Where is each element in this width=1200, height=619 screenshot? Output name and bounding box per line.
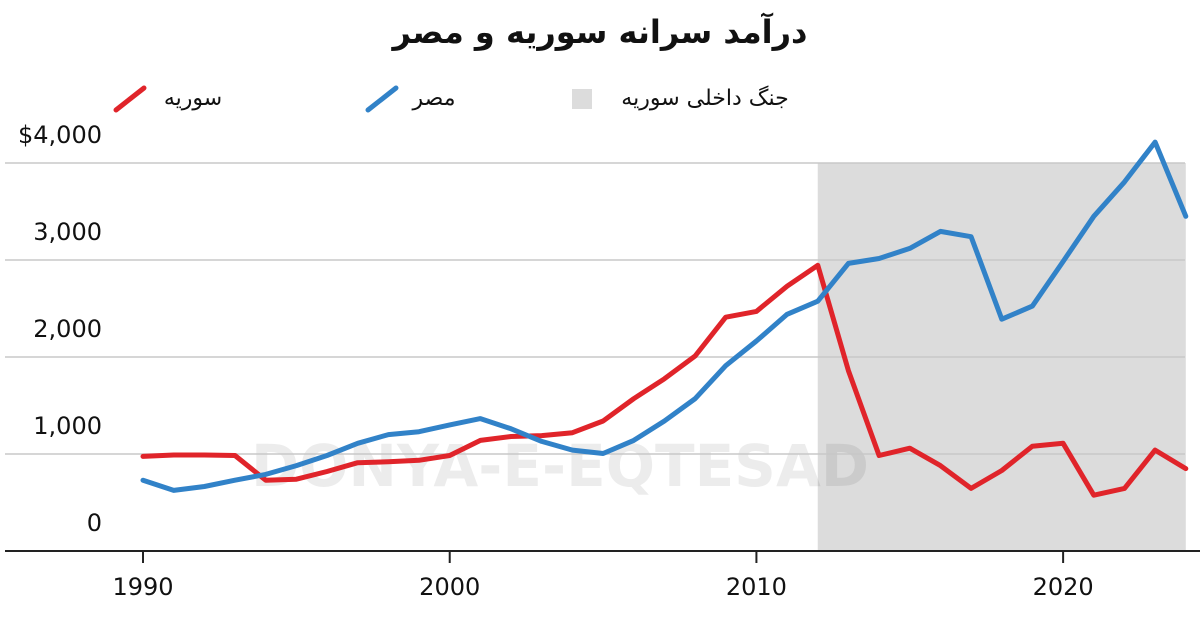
y-tick-label: 3,000 bbox=[33, 218, 102, 246]
series-line bbox=[140, 139, 1189, 493]
chart-title: درآمد سرانه سوریه و مصر bbox=[391, 12, 808, 51]
legend-label: سوریه bbox=[164, 86, 222, 111]
legend-swatch bbox=[572, 89, 592, 109]
legend-swatch bbox=[113, 85, 147, 113]
legend-label: مصر bbox=[411, 86, 455, 111]
x-tick-label: 2010 bbox=[726, 573, 787, 601]
series-line bbox=[140, 262, 1189, 498]
x-tick-label: 1990 bbox=[112, 573, 173, 601]
x-tick-label: 2000 bbox=[419, 573, 480, 601]
y-tick-label: $4,000 bbox=[18, 121, 102, 149]
y-tick-label: 2,000 bbox=[33, 315, 102, 343]
legend-label: جنگ داخلی سوریه bbox=[621, 85, 788, 111]
x-tick-label: 2020 bbox=[1033, 573, 1094, 601]
y-tick-label: 0 bbox=[87, 509, 102, 537]
legend-swatch bbox=[365, 85, 399, 113]
y-tick-label: 1,000 bbox=[33, 412, 102, 440]
